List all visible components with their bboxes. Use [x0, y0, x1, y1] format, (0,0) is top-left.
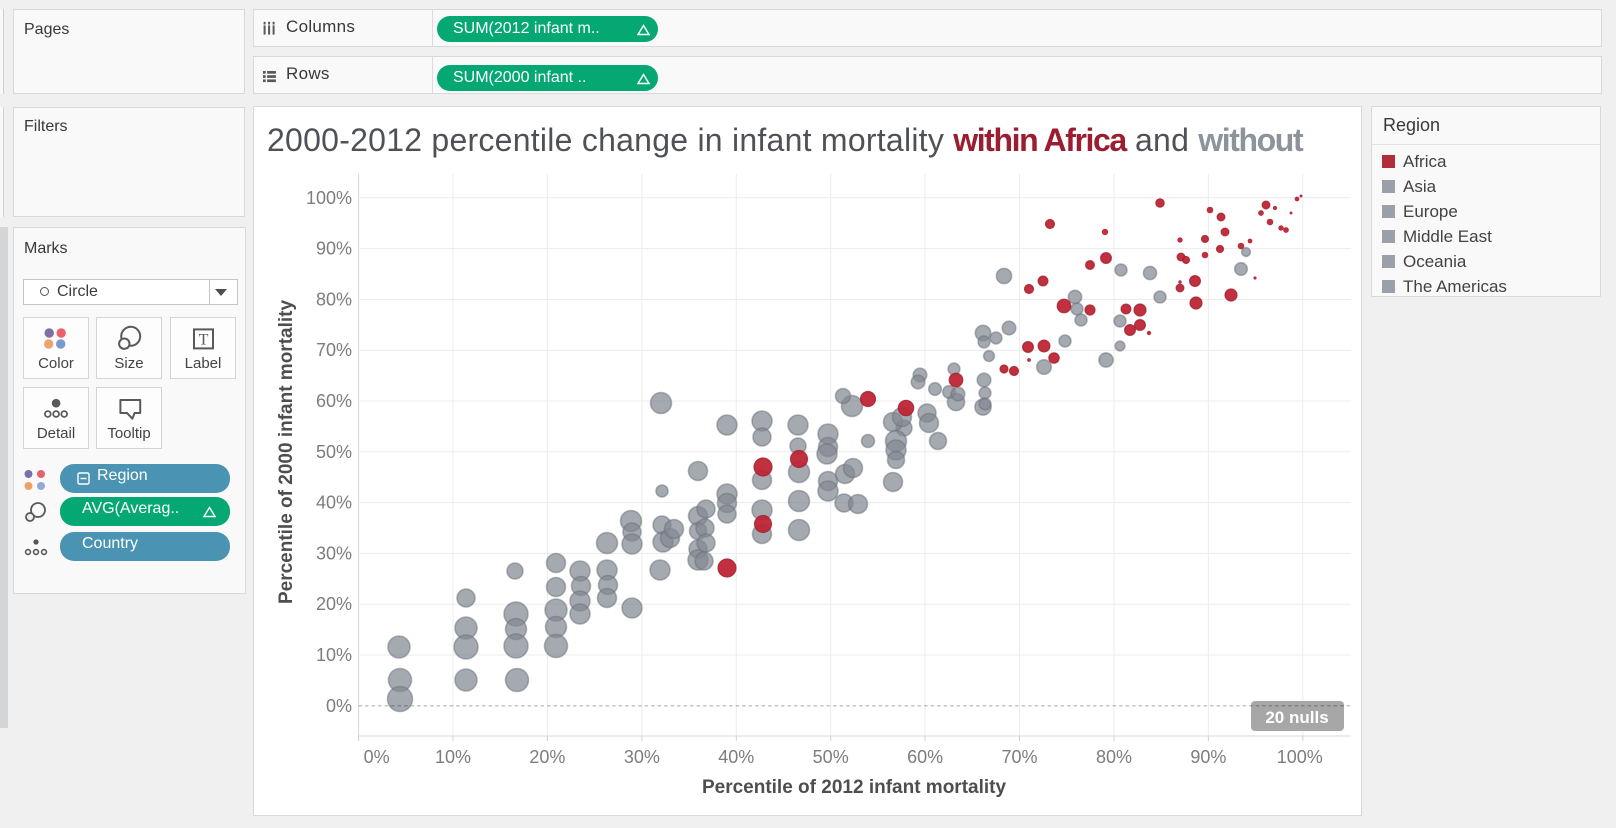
svg-text:100%: 100% [1277, 747, 1323, 767]
svg-text:40%: 40% [718, 747, 754, 767]
svg-text:100%: 100% [306, 188, 352, 208]
svg-text:20%: 20% [529, 747, 565, 767]
svg-text:50%: 50% [813, 747, 849, 767]
svg-text:90%: 90% [1190, 747, 1226, 767]
svg-text:70%: 70% [1001, 747, 1037, 767]
svg-text:20 nulls: 20 nulls [1265, 708, 1328, 727]
svg-text:Percentile of 2000 infant mort: Percentile of 2000 infant mortality [276, 300, 297, 605]
svg-text:T: T [199, 332, 209, 349]
svg-text:10%: 10% [435, 747, 471, 767]
svg-text:60%: 60% [316, 391, 352, 411]
svg-text:80%: 80% [1096, 747, 1132, 767]
svg-text:30%: 30% [624, 747, 660, 767]
svg-text:20%: 20% [316, 594, 352, 614]
svg-text:60%: 60% [907, 747, 943, 767]
svg-text:30%: 30% [316, 543, 352, 563]
svg-text:40%: 40% [316, 493, 352, 513]
svg-text:Percentile of 2012 infant mort: Percentile of 2012 infant mortality [702, 777, 1007, 798]
svg-text:0%: 0% [326, 696, 352, 716]
svg-text:0%: 0% [364, 747, 390, 767]
svg-text:50%: 50% [316, 442, 352, 462]
svg-text:90%: 90% [316, 239, 352, 259]
svg-text:80%: 80% [316, 289, 352, 309]
svg-text:10%: 10% [316, 645, 352, 665]
svg-text:70%: 70% [316, 340, 352, 360]
